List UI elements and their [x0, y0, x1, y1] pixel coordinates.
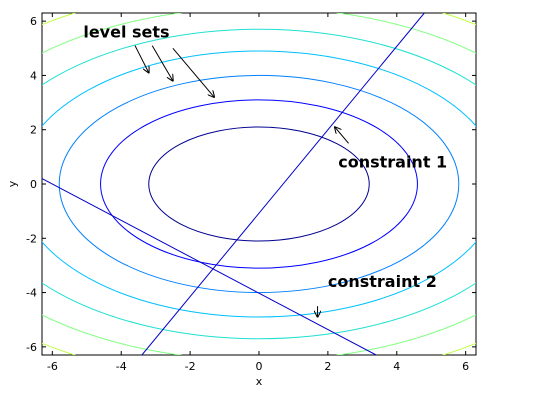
- x-tick-label: 6: [462, 360, 469, 373]
- y-tick-label: 2: [30, 124, 37, 137]
- annotation-arrow-1: [134, 45, 149, 73]
- x-tick-label: -4: [116, 360, 127, 373]
- x-tick-label: -6: [47, 360, 58, 373]
- x-tick-label: 4: [393, 360, 400, 373]
- annotation-label-1: level sets: [83, 22, 169, 41]
- contour-3: [58, 74, 460, 294]
- annotation-arrow-2: [151, 45, 173, 81]
- annotation-arrows: [134, 45, 349, 317]
- annotations: level sets constraint 1 constraint 2: [83, 22, 447, 291]
- contour-4: [42, 50, 476, 318]
- annotation-label-2: constraint 1: [338, 153, 447, 172]
- y-tick-label: 6: [30, 15, 37, 28]
- y-tick-label: 4: [30, 69, 37, 82]
- constraint-lines: [42, 13, 425, 355]
- plot-area: [41, 12, 477, 356]
- y-axis-ticks: -6 -4 -2 0 2 4 6: [26, 15, 476, 354]
- y-axis-label: y: [6, 180, 19, 187]
- x-axis-ticks: -6 -4 -2 0 2 4 6: [47, 13, 469, 373]
- contour-2: [100, 99, 418, 269]
- y-tick-label: -6: [26, 341, 37, 354]
- x-axis-label: x: [256, 375, 263, 388]
- annotation-label-3: constraint 2: [328, 272, 437, 291]
- contour-5: [42, 28, 476, 340]
- constraint-line-2: [42, 178, 377, 355]
- x-tick-label: -2: [185, 360, 196, 373]
- contour-1: [148, 126, 370, 242]
- x-tick-label: 2: [324, 360, 331, 373]
- annotation-arrow-3: [172, 47, 214, 97]
- constraint-line-1: [141, 13, 425, 355]
- y-tick-label: 0: [30, 178, 37, 191]
- annotation-arrow-4: [335, 127, 349, 144]
- y-tick-label: -4: [26, 287, 37, 300]
- y-tick-label: -2: [26, 232, 37, 245]
- x-tick-label: 0: [256, 360, 263, 373]
